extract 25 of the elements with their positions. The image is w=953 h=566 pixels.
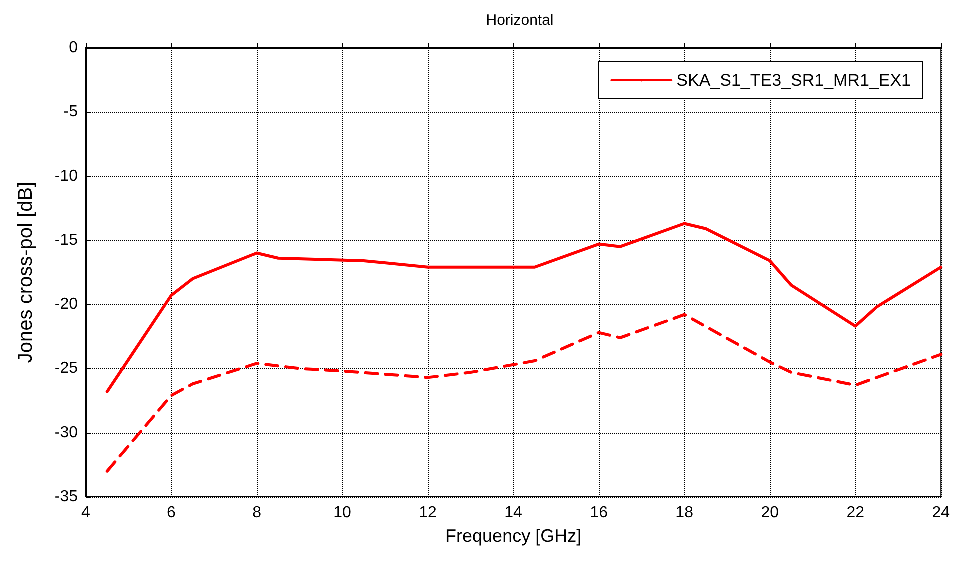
x-tick-label: 6: [167, 504, 176, 522]
legend-label: SKA_S1_TE3_SR1_MR1_EX1: [676, 71, 912, 90]
x-tick-label: 16: [590, 504, 608, 522]
y-tick-label: -25: [54, 360, 78, 378]
x-tick-label: 22: [846, 504, 865, 522]
x-tick-label: 20: [761, 504, 780, 522]
y-tick-label: -10: [54, 168, 78, 185]
y-tick-label: -5: [64, 104, 78, 121]
x-tick-label: 12: [419, 504, 438, 522]
y-tick-label: -15: [54, 232, 78, 249]
y-tick-label: -30: [54, 424, 78, 442]
x-tick-label: 14: [504, 504, 523, 522]
line-series: [106, 313, 943, 473]
chart-title: Horizontal: [486, 12, 554, 29]
x-tick-label: 18: [676, 504, 694, 522]
x-axis-title: Frequency [GHz]: [446, 526, 582, 546]
x-tick-label: 10: [334, 504, 352, 522]
y-tick-label: -20: [54, 296, 78, 314]
y-axis-title: Jones cross-pol [dB]: [15, 182, 37, 364]
line-series: [106, 222, 943, 394]
x-tick-label: 8: [252, 504, 262, 522]
y-tick-label: 0: [69, 40, 78, 56]
x-tick-label: 24: [932, 504, 950, 522]
y-tick-label: -35: [54, 488, 78, 506]
x-tick-label: 4: [82, 504, 91, 522]
